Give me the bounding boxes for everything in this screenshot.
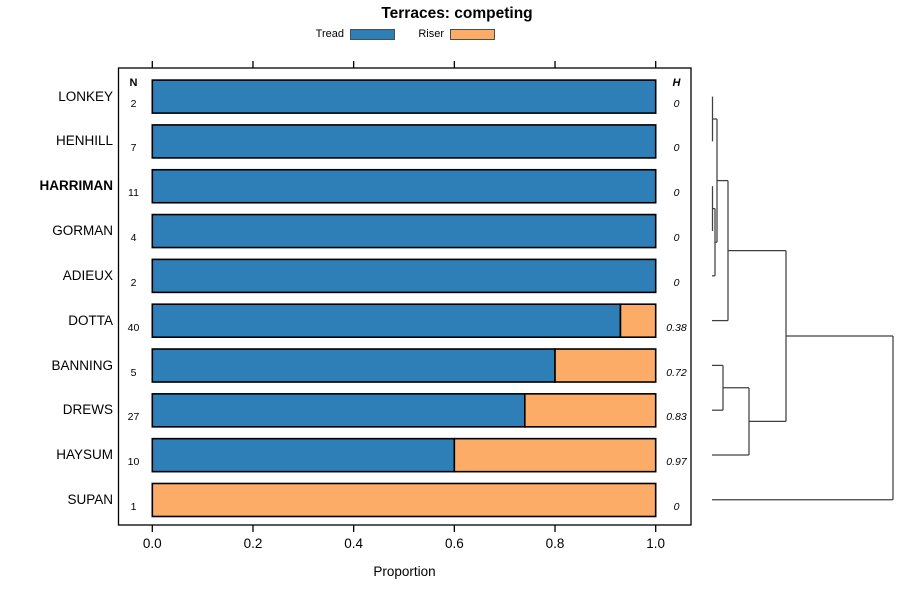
bar-tread-henhill <box>151 124 657 159</box>
chart-title: Terraces: competing <box>381 5 533 22</box>
bar-riser-haysum <box>453 437 657 473</box>
row-h-value: 0 <box>673 500 680 513</box>
bar-tread-lonkey <box>151 79 657 114</box>
row-n-value: 10 <box>127 456 140 469</box>
x-tick-label: 0.8 <box>545 536 565 551</box>
bar-tread-drews <box>151 393 526 428</box>
row-h-value: 0 <box>673 232 680 245</box>
row-n-value: 27 <box>127 411 140 424</box>
row-h-value: 0 <box>673 187 680 200</box>
row-label-henhill: HENHILL <box>55 133 113 149</box>
row-n-value: 1 <box>130 500 137 513</box>
row-label-banning: BANNING <box>51 357 113 373</box>
row-h-value: 0 <box>673 97 680 110</box>
row-n-value: 11 <box>128 187 139 200</box>
bar-tread-gorman <box>151 213 657 249</box>
bar-tread-adieux <box>151 258 657 294</box>
column-header-n: N <box>129 77 138 89</box>
row-n-value: 5 <box>130 366 137 379</box>
row-label-gorman: GORMAN <box>52 223 113 239</box>
column-header-h: H <box>672 77 681 89</box>
row-label-drews: DREWS <box>62 402 113 418</box>
bar-riser-drews <box>524 393 657 428</box>
row-n-value: 7 <box>130 142 137 155</box>
row-h-value: 0.83 <box>666 411 687 424</box>
legend-label-riser: Riser <box>418 28 444 40</box>
row-n-value: 4 <box>130 232 137 245</box>
x-tick-label: 0.6 <box>444 536 464 551</box>
row-label-harriman: HARRIMAN <box>39 178 114 194</box>
x-tick-label: 1.0 <box>646 536 666 551</box>
legend-swatch-tread <box>350 29 395 40</box>
x-tick-label: 0.2 <box>243 536 263 551</box>
row-h-value: 0 <box>673 276 680 289</box>
row-h-value: 0.38 <box>666 321 687 334</box>
bar-tread-harriman <box>151 168 657 204</box>
row-n-value: 2 <box>130 97 137 110</box>
x-tick-label: 0.0 <box>142 536 162 551</box>
row-label-haysum: HAYSUM <box>56 447 113 463</box>
row-h-value: 0.72 <box>666 366 687 379</box>
row-n-value: 2 <box>130 276 137 289</box>
row-h-value: 0 <box>673 142 680 155</box>
bar-tread-banning <box>151 348 556 383</box>
bar-riser-banning <box>554 348 657 383</box>
row-label-adieux: ADIEUX <box>62 267 113 283</box>
bar-riser-dotta <box>619 303 657 339</box>
bar-riser-supan <box>151 482 657 518</box>
row-h-value: 0.97 <box>666 456 687 469</box>
plot-box <box>117 67 692 526</box>
bar-tread-dotta <box>151 303 622 339</box>
row-label-dotta: DOTTA <box>68 312 113 328</box>
bar-tread-haysum <box>151 437 456 473</box>
legend-swatch-riser <box>450 29 495 40</box>
row-label-lonkey: LONKEY <box>58 88 113 104</box>
row-label-supan: SUPAN <box>67 491 113 507</box>
row-n-value: 40 <box>127 321 140 334</box>
x-axis-title: Proportion <box>373 564 436 579</box>
x-tick-label: 0.4 <box>344 536 364 551</box>
legend-label-tread: Tread <box>315 28 344 40</box>
